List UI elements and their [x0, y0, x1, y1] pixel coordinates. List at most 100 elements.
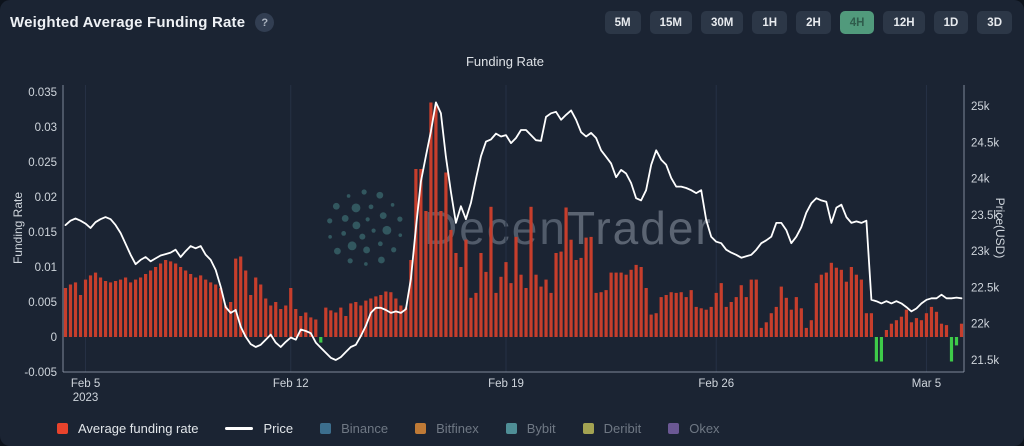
- legend-label: Bitfinex: [436, 421, 479, 436]
- funding-bar: [339, 307, 343, 337]
- funding-bar: [329, 310, 333, 337]
- right-axis-tick: 22k: [971, 319, 990, 331]
- funding-bar: [219, 288, 223, 337]
- funding-bar: [214, 284, 218, 337]
- funding-bar: [754, 279, 758, 337]
- funding-bar: [794, 297, 798, 337]
- funding-bar: [889, 323, 894, 337]
- funding-bar: [909, 322, 914, 337]
- funding-bar: [519, 274, 523, 337]
- funding-bar: [869, 313, 873, 337]
- funding-bar: [148, 270, 153, 337]
- left-axis-tick: 0.015: [28, 227, 57, 239]
- right-axis-tick: 21.5k: [971, 355, 999, 367]
- legend-swatch-icon: [57, 423, 68, 434]
- funding-bar: [774, 306, 778, 337]
- funding-bar: [98, 277, 103, 337]
- legend-item-bitfinex[interactable]: Bitfinex: [415, 421, 479, 436]
- funding-bar: [929, 306, 934, 337]
- funding-bar: [654, 313, 658, 337]
- timeframe-button-30m[interactable]: 30M: [701, 11, 744, 34]
- legend-label: Deribit: [603, 421, 642, 436]
- legend-item-binance[interactable]: Binance: [320, 421, 388, 436]
- funding-bar: [294, 309, 298, 337]
- funding-bar: [544, 279, 548, 337]
- funding-bar: [454, 253, 458, 337]
- funding-bar: [154, 267, 158, 337]
- funding-bar: [764, 322, 768, 337]
- funding-bar: [799, 308, 803, 337]
- funding-bar-negative: [954, 337, 959, 346]
- timeframe-button-1h[interactable]: 1H: [752, 11, 788, 34]
- funding-bar: [224, 305, 228, 337]
- x-axis-tick: Feb 19: [488, 378, 524, 390]
- funding-bar: [264, 298, 268, 337]
- funding-bar: [399, 305, 403, 337]
- funding-bar: [639, 267, 643, 337]
- funding-bar: [509, 283, 513, 337]
- funding-bar: [449, 229, 453, 337]
- funding-bar: [604, 290, 608, 337]
- legend-item-deribit[interactable]: Deribit: [582, 421, 642, 436]
- funding-bar: [469, 297, 473, 337]
- funding-bar: [103, 281, 108, 337]
- timeframe-selector: 5M 15M 30M 1H 2H 4H 12H 1D 3D: [604, 11, 1012, 34]
- funding-bar: [349, 303, 353, 337]
- funding-bar: [749, 279, 753, 337]
- funding-bar: [689, 290, 693, 337]
- timeframe-button-1d[interactable]: 1D: [933, 11, 969, 34]
- timeframe-button-12h[interactable]: 12H: [883, 11, 925, 34]
- funding-bar: [589, 236, 593, 337]
- timeframe-button-2h[interactable]: 2H: [796, 11, 831, 34]
- price-line: [64, 101, 963, 361]
- funding-bar: [299, 316, 303, 337]
- chart-title: Funding Rate: [465, 54, 545, 69]
- funding-bar: [138, 277, 143, 337]
- right-axis-tick: 24.5k: [971, 137, 999, 149]
- legend-item-average-funding-rate[interactable]: Average funding rate: [57, 421, 198, 436]
- timeframe-button-5m[interactable]: 5M: [604, 11, 641, 34]
- funding-bar: [804, 327, 808, 337]
- funding-bar: [459, 267, 463, 337]
- funding-bar: [734, 297, 738, 337]
- funding-bar: [284, 305, 288, 337]
- funding-bar: [384, 291, 388, 337]
- funding-bar: [729, 302, 733, 337]
- funding-bar: [714, 292, 718, 337]
- funding-bar: [389, 292, 393, 337]
- funding-bar: [744, 297, 748, 337]
- right-axis-tick: 23.5k: [971, 210, 999, 222]
- timeframe-button-15m[interactable]: 15M: [649, 11, 692, 34]
- funding-bar: [334, 312, 338, 337]
- funding-bar: [579, 257, 583, 337]
- left-axis-tick: 0.03: [35, 122, 57, 134]
- right-axis-tick: 22.5k: [971, 282, 999, 294]
- timeframe-button-4h[interactable]: 4H: [839, 11, 875, 34]
- funding-bar: [789, 309, 793, 337]
- legend-item-okex[interactable]: Okex: [668, 421, 720, 436]
- funding-bar: [93, 272, 98, 337]
- funding-bar: [259, 284, 263, 337]
- funding-bar: [489, 206, 493, 337]
- help-icon[interactable]: ?: [255, 13, 275, 32]
- funding-bar: [128, 282, 133, 337]
- legend-label: Binance: [341, 421, 389, 436]
- funding-bar: [559, 251, 563, 337]
- legend-item-bybit[interactable]: Bybit: [505, 421, 556, 436]
- legend-item-price[interactable]: Price: [225, 421, 293, 436]
- funding-bar: [179, 267, 183, 337]
- funding-bar: [779, 286, 783, 337]
- right-axis-tick: 23k: [971, 246, 990, 258]
- funding-bar: [819, 274, 823, 337]
- funding-bar: [379, 295, 383, 337]
- timeframe-button-3d[interactable]: 3D: [977, 11, 1012, 34]
- funding-bar: [784, 297, 788, 337]
- funding-bar: [839, 269, 843, 337]
- funding-bar: [344, 316, 348, 337]
- funding-bar: [159, 263, 163, 337]
- funding-bar: [479, 253, 483, 337]
- funding-bar: [499, 276, 503, 337]
- left-axis-tick: 0.025: [28, 157, 57, 169]
